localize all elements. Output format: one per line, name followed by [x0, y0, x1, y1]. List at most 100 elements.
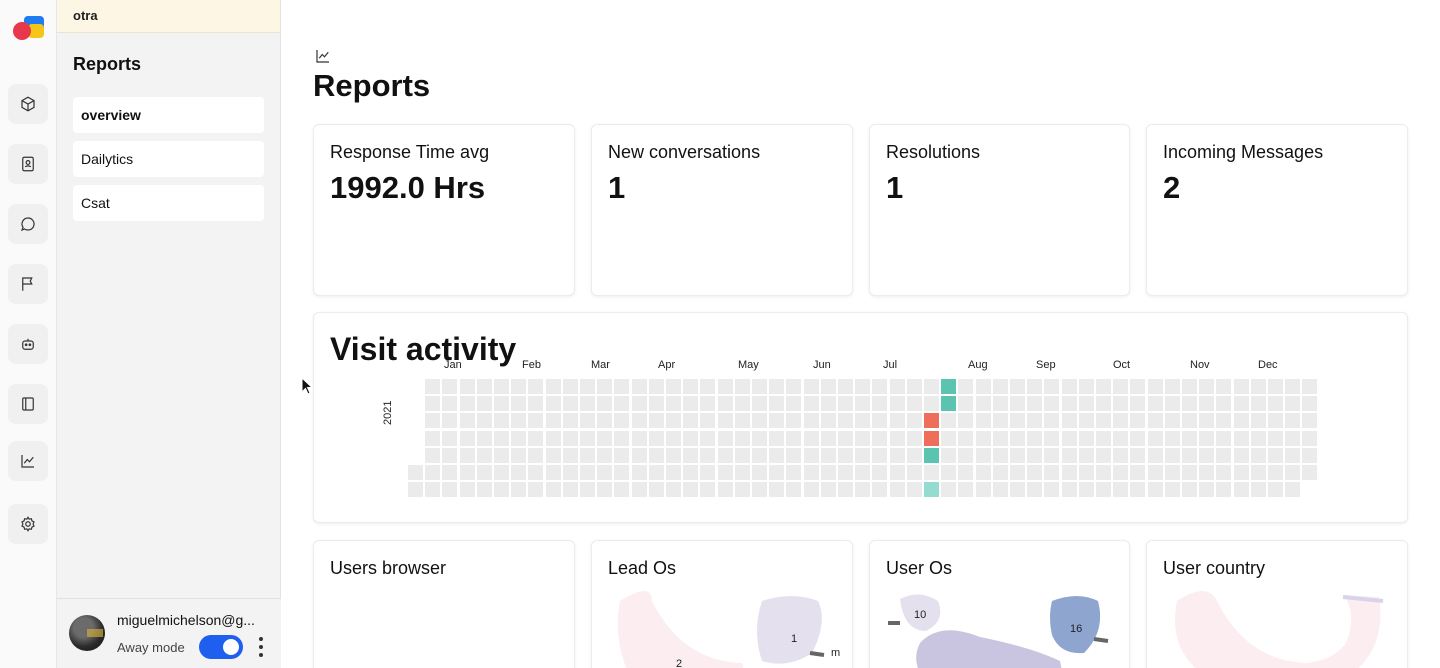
heatmap-cell[interactable] [425, 447, 441, 463]
heatmap-cell[interactable] [442, 396, 458, 412]
heatmap-cell[interactable] [597, 379, 613, 394]
heatmap-cell[interactable] [752, 379, 767, 394]
heatmap-cell[interactable] [855, 430, 871, 446]
heatmap-cell[interactable] [734, 447, 750, 463]
heatmap-cell[interactable] [1061, 482, 1077, 498]
heatmap-cell[interactable] [906, 447, 922, 463]
heatmap-cell[interactable] [545, 430, 561, 446]
heatmap-cell[interactable] [769, 413, 785, 429]
heatmap-cell[interactable] [1096, 396, 1111, 412]
heatmap-cell[interactable] [717, 482, 733, 498]
heatmap-cell[interactable] [511, 413, 527, 429]
heatmap-cell[interactable] [941, 465, 957, 480]
heatmap-cell[interactable] [683, 465, 699, 480]
heatmap-cell[interactable] [545, 465, 561, 480]
heatmap-cell[interactable] [1268, 465, 1283, 480]
heatmap-cell[interactable] [408, 482, 423, 498]
heatmap-cell[interactable] [494, 396, 509, 412]
heatmap-cell[interactable] [1216, 413, 1232, 429]
heatmap-cell[interactable] [1010, 465, 1025, 480]
heatmap-cell[interactable] [425, 413, 441, 429]
heatmap-cell[interactable] [597, 482, 613, 498]
heatmap-cell[interactable] [1010, 396, 1025, 412]
heatmap-cell[interactable] [906, 396, 922, 412]
rail-chat-button[interactable] [8, 204, 48, 244]
heatmap-cell[interactable] [511, 379, 527, 394]
heatmap-cell[interactable] [683, 482, 699, 498]
heatmap-cell[interactable] [1147, 396, 1163, 412]
heatmap-cell[interactable] [1199, 430, 1215, 446]
heatmap-cell[interactable] [975, 379, 991, 394]
heatmap-cell[interactable] [975, 396, 991, 412]
heatmap-cell[interactable] [1250, 430, 1266, 446]
heatmap-cell[interactable] [1147, 447, 1163, 463]
heatmap-cell[interactable] [1147, 379, 1163, 394]
heatmap-cell[interactable] [992, 465, 1008, 480]
heatmap-cell[interactable] [562, 465, 578, 480]
rail-reports-button[interactable] [8, 441, 48, 481]
heatmap-cell[interactable] [717, 413, 733, 429]
heatmap-cell[interactable] [752, 413, 767, 429]
heatmap-cell[interactable] [442, 413, 458, 429]
heatmap-cell[interactable] [476, 465, 492, 480]
heatmap-cell[interactable] [855, 482, 871, 498]
heatmap-cell[interactable] [906, 430, 922, 446]
heatmap-cell[interactable] [889, 413, 905, 429]
heatmap-cell[interactable] [1268, 430, 1283, 446]
heatmap-cell[interactable] [459, 430, 475, 446]
heatmap-cell[interactable] [1027, 396, 1043, 412]
heatmap-cell[interactable] [562, 447, 578, 463]
heatmap-cell[interactable] [872, 413, 888, 429]
heatmap-cell[interactable] [1233, 413, 1249, 429]
heatmap-cell[interactable] [941, 413, 957, 429]
heatmap-cell[interactable] [786, 465, 802, 480]
heatmap-cell[interactable] [1044, 430, 1060, 446]
heatmap-cell[interactable] [992, 482, 1008, 498]
heatmap-cell[interactable] [1027, 447, 1043, 463]
heatmap-cell[interactable] [1268, 379, 1283, 394]
heatmap-cell[interactable] [838, 465, 853, 480]
heatmap-cell[interactable] [1078, 413, 1094, 429]
heatmap-cell[interactable] [1130, 413, 1146, 429]
heatmap-cell[interactable] [494, 482, 509, 498]
heatmap-cell[interactable] [872, 465, 888, 480]
heatmap-cell[interactable] [1199, 396, 1215, 412]
heatmap-cell[interactable] [459, 396, 475, 412]
heatmap-cell[interactable] [1096, 465, 1111, 480]
heatmap-cell[interactable] [442, 379, 458, 394]
rail-box-button[interactable] [8, 84, 48, 124]
heatmap-cell[interactable] [683, 447, 699, 463]
heatmap-cell[interactable] [631, 447, 647, 463]
heatmap-cell[interactable] [1285, 482, 1301, 498]
heatmap-cell[interactable] [666, 379, 681, 394]
heatmap-cell[interactable] [476, 447, 492, 463]
heatmap-cell[interactable] [1164, 482, 1180, 498]
heatmap-cell[interactable] [1061, 430, 1077, 446]
heatmap-cell[interactable] [1285, 413, 1301, 429]
heatmap-cell[interactable] [648, 379, 664, 394]
heatmap-cell[interactable] [803, 396, 819, 412]
away-mode-toggle[interactable] [199, 635, 243, 659]
heatmap-cell[interactable] [820, 413, 836, 429]
heatmap-cell[interactable] [683, 430, 699, 446]
heatmap-cell[interactable] [1302, 379, 1318, 394]
heatmap-cell[interactable] [1061, 413, 1077, 429]
heatmap-cell[interactable] [1147, 430, 1163, 446]
heatmap-cell[interactable] [1096, 447, 1111, 463]
heatmap-cell[interactable] [1113, 413, 1129, 429]
heatmap-cell[interactable] [1078, 447, 1094, 463]
heatmap-cell[interactable] [683, 413, 699, 429]
heatmap-cell[interactable] [1233, 396, 1249, 412]
more-options-icon[interactable] [255, 637, 267, 657]
heatmap-cell[interactable] [786, 447, 802, 463]
heatmap-cell[interactable] [1164, 430, 1180, 446]
heatmap-cell[interactable] [1113, 430, 1129, 446]
heatmap-cell[interactable] [1044, 465, 1060, 480]
heatmap-cell[interactable] [459, 465, 475, 480]
heatmap-cell[interactable] [494, 413, 509, 429]
heatmap-cell[interactable] [666, 396, 681, 412]
heatmap-cell[interactable] [889, 396, 905, 412]
heatmap-cell[interactable] [975, 430, 991, 446]
heatmap-cell[interactable] [1285, 379, 1301, 394]
heatmap-cell[interactable] [1130, 447, 1146, 463]
